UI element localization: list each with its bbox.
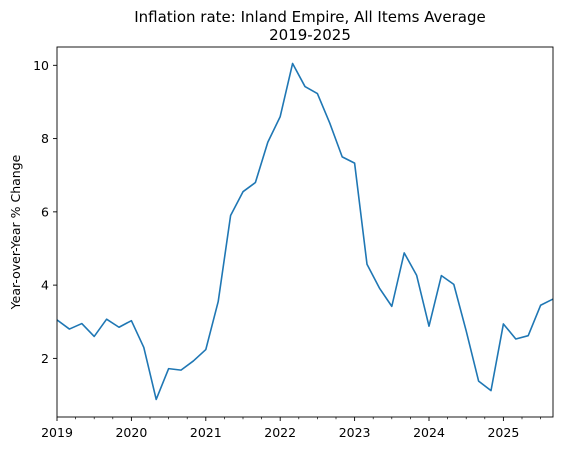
data-point [391, 306, 393, 308]
data-point [329, 122, 331, 124]
data-point [304, 86, 306, 88]
series-line [57, 62, 553, 401]
y-tick-label: 10 [33, 58, 49, 73]
x-tick-label: 2025 [487, 425, 519, 440]
data-point [527, 335, 529, 337]
data-point [490, 390, 492, 392]
data-point [168, 368, 170, 370]
data-point [193, 360, 195, 362]
y-axis-label: Year-over-Year % Change [8, 154, 23, 310]
data-point [292, 63, 294, 65]
x-tick-label: 2022 [264, 425, 296, 440]
x-tick-label: 2023 [339, 425, 371, 440]
y-tick-label: 6 [41, 204, 49, 219]
data-point [255, 182, 257, 184]
data-point [503, 323, 505, 325]
data-point [317, 93, 319, 95]
data-point [69, 328, 71, 330]
data-point [366, 263, 368, 265]
data-point [453, 284, 455, 286]
data-point [106, 318, 108, 320]
x-tick-label: 2019 [41, 425, 73, 440]
data-point [242, 191, 244, 193]
data-point [205, 349, 207, 351]
y-tick-label: 8 [41, 131, 49, 146]
data-point [143, 347, 145, 349]
data-point [416, 274, 418, 276]
data-point [540, 304, 542, 306]
x-tick-label: 2024 [413, 425, 445, 440]
data-point [180, 369, 182, 371]
y-tick-label: 2 [41, 351, 49, 366]
data-point [230, 215, 232, 217]
plot-frame [56, 46, 554, 418]
y-tick-label: 4 [41, 278, 49, 293]
data-point [155, 399, 157, 401]
data-point [403, 252, 405, 254]
data-point [515, 338, 517, 340]
data-point [217, 301, 219, 303]
x-tick-label: 2021 [190, 425, 222, 440]
x-tick-label: 2020 [115, 425, 147, 440]
data-point [441, 275, 443, 277]
data-point [478, 380, 480, 382]
data-point [379, 287, 381, 289]
data-point [131, 320, 133, 322]
data-point [341, 156, 343, 158]
data-point [354, 162, 356, 164]
data-point [279, 116, 281, 118]
data-point [428, 325, 430, 327]
chart-title: Inflation rate: Inland Empire, All Items… [134, 8, 486, 26]
data-point [93, 336, 95, 338]
data-point [118, 326, 120, 328]
chart-subtitle: 2019-2025 [269, 26, 351, 44]
data-point [81, 323, 83, 325]
data-point [267, 141, 269, 143]
data-point [465, 330, 467, 332]
